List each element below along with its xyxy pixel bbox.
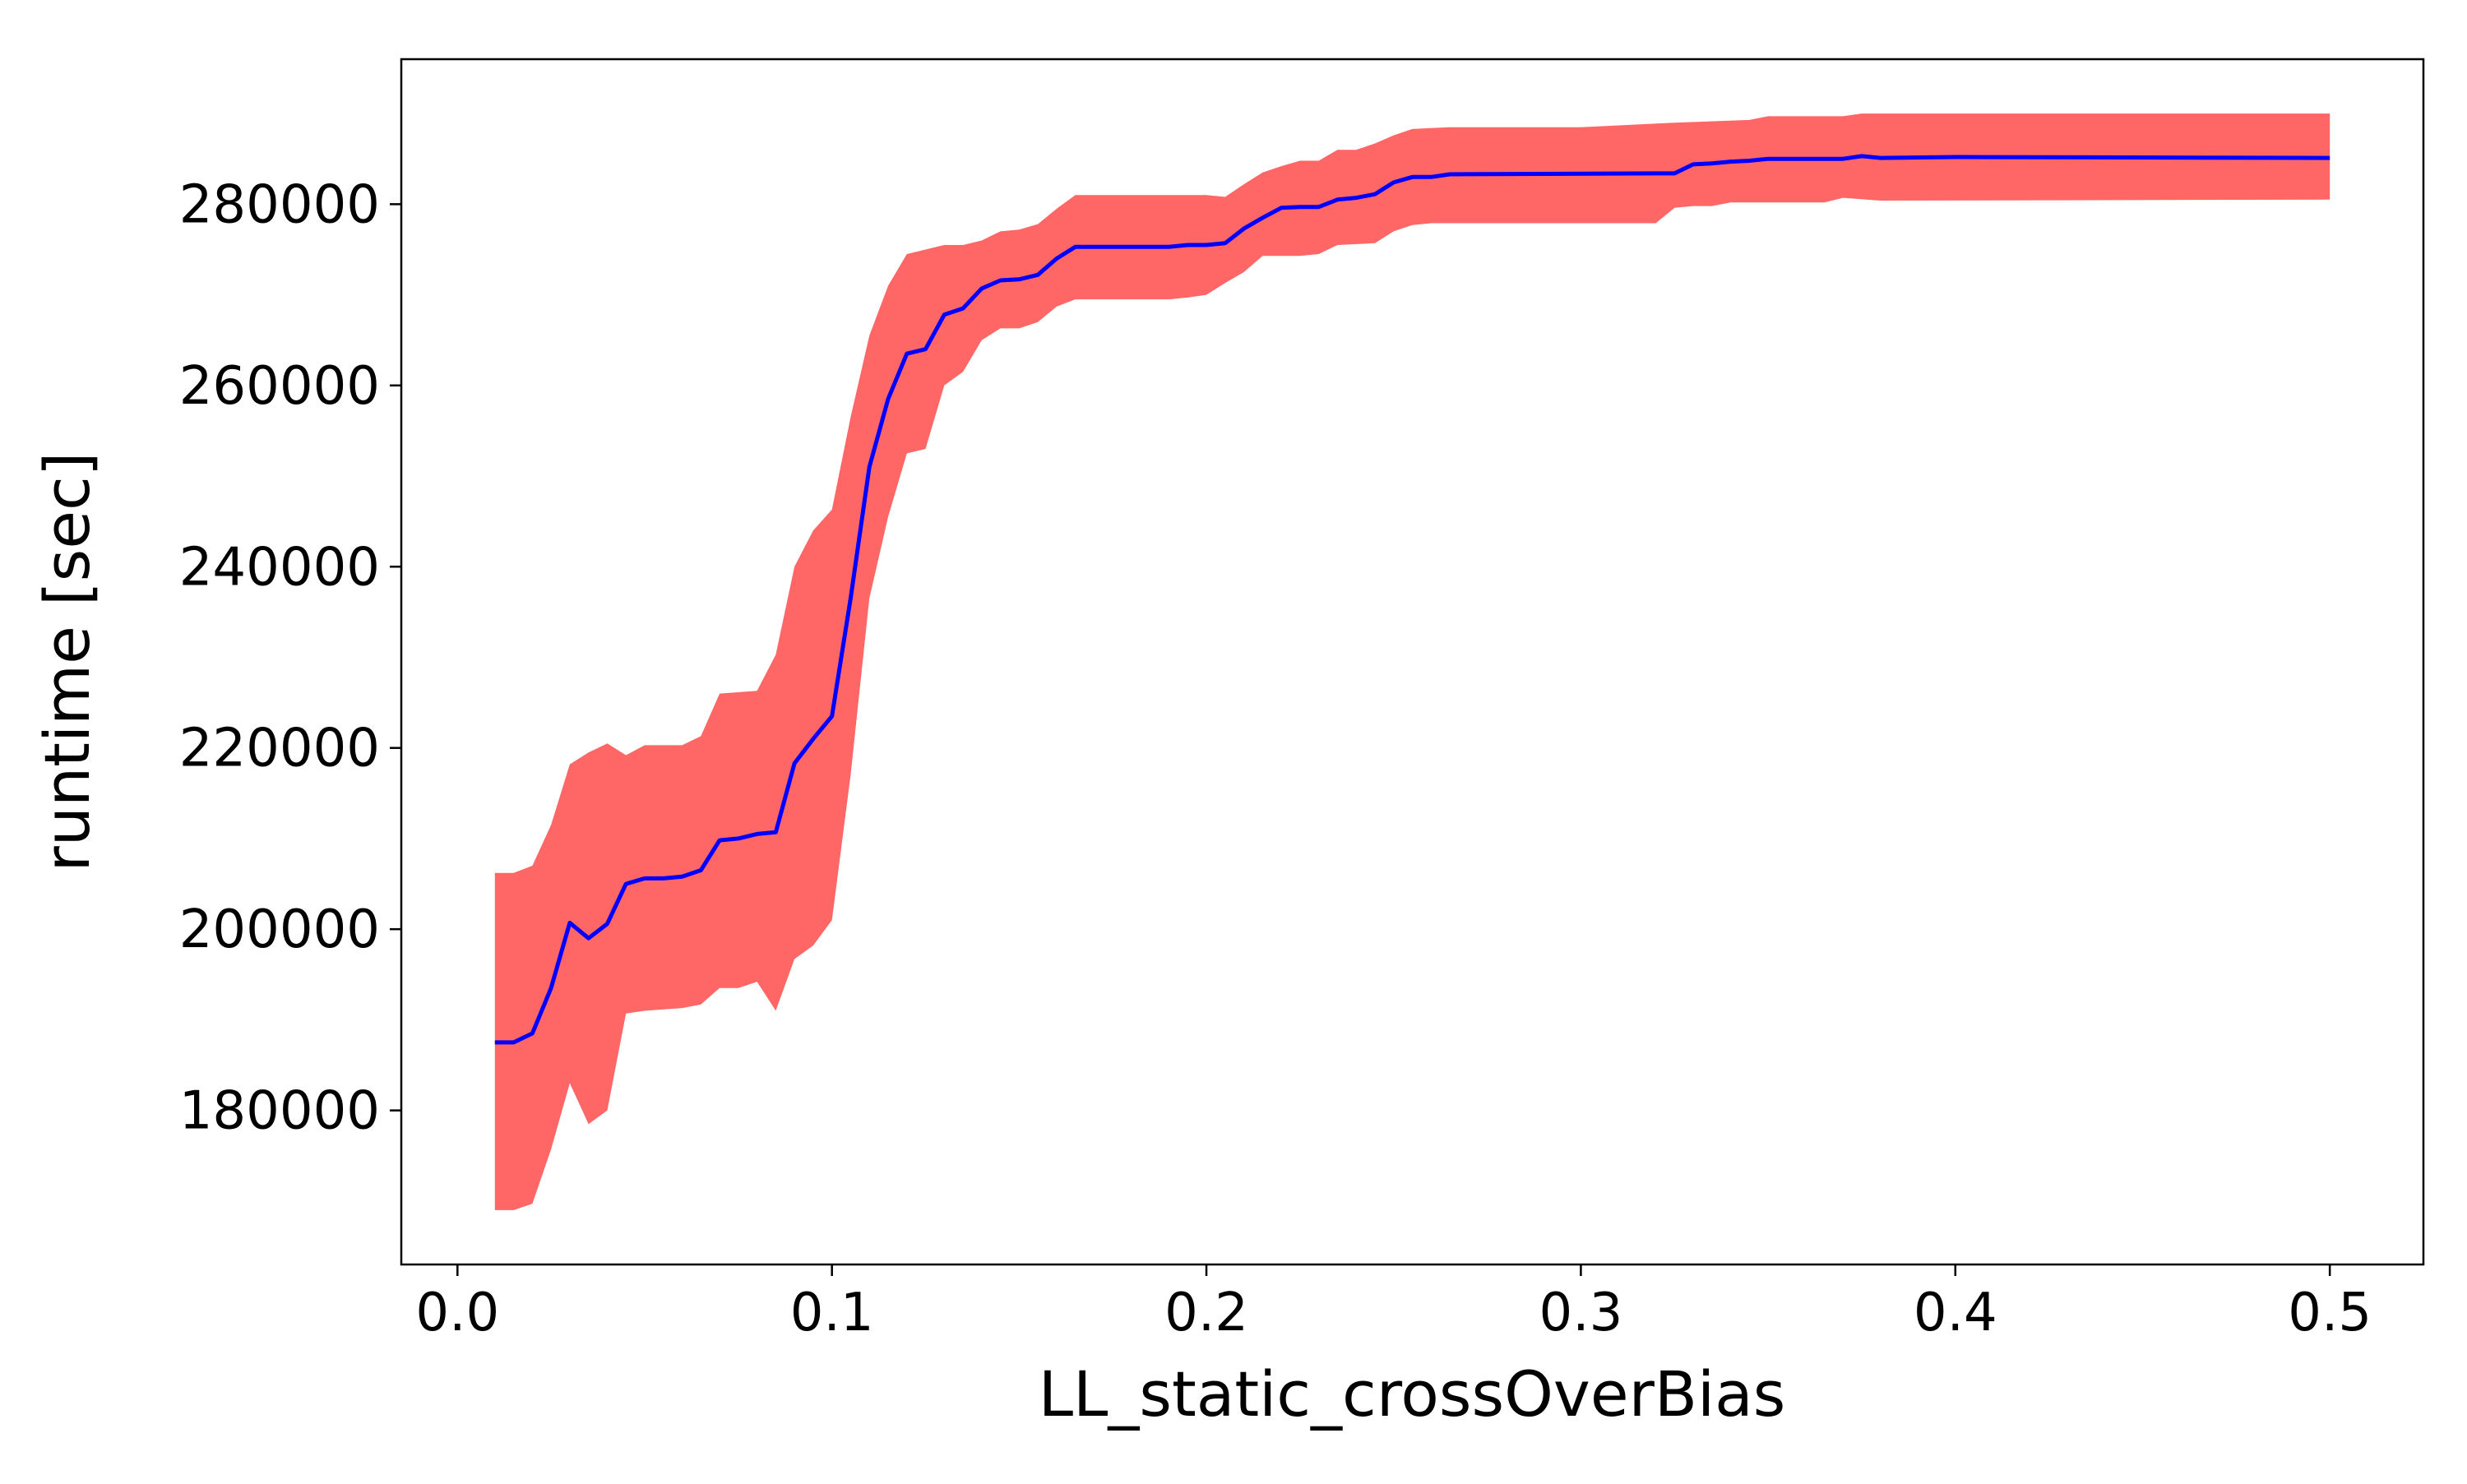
x-axis-label: LL_static_crossOverBias	[1039, 1357, 1786, 1431]
x-tick-label: 0.5	[2288, 1283, 2372, 1343]
y-axis-label: runtime [sec]	[30, 452, 104, 872]
confidence-band	[494, 113, 2330, 1210]
y-axis-ticks: 180000 200000 220000 240000 260000 280000	[179, 174, 401, 1142]
y-tick-label: 260000	[179, 356, 380, 417]
y-tick-label: 200000	[179, 899, 380, 960]
y-tick-label: 280000	[179, 174, 380, 235]
x-tick-label: 0.4	[1914, 1283, 1997, 1343]
x-tick-label: 0.0	[415, 1283, 499, 1343]
mean-line	[494, 154, 2330, 1045]
y-tick-label: 180000	[179, 1081, 380, 1142]
confidence-band-layer	[494, 113, 2330, 1210]
x-tick-label: 0.2	[1164, 1283, 1248, 1343]
mean-line-layer	[494, 154, 2330, 1045]
x-axis-ticks: 0.0 0.1 0.2 0.3 0.4 0.5	[415, 1264, 2372, 1343]
x-tick-label: 0.3	[1539, 1283, 1623, 1343]
y-tick-label: 240000	[179, 537, 380, 598]
y-tick-label: 220000	[179, 719, 380, 779]
x-tick-label: 0.1	[790, 1283, 874, 1343]
plot-area-frame	[400, 58, 2425, 1266]
